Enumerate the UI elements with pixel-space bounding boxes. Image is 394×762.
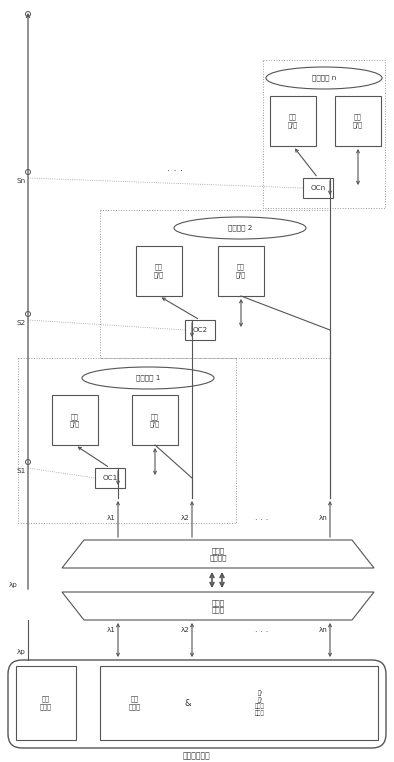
Bar: [52, 395, 98, 445]
Text: 信号
光/电: 信号 光/电: [236, 264, 246, 278]
Bar: [16, 666, 76, 740]
Text: Sn: Sn: [17, 178, 26, 184]
Text: λ1: λ1: [107, 627, 116, 633]
Text: S1: S1: [17, 468, 26, 474]
Text: λ1: λ1: [107, 515, 116, 521]
Bar: [218, 246, 264, 296]
Text: λp: λp: [9, 582, 18, 588]
Bar: [185, 320, 215, 340]
Text: . . .: . . .: [167, 163, 183, 173]
Ellipse shape: [266, 67, 382, 89]
Text: 信号
光/电: 信号 光/电: [353, 114, 363, 128]
Bar: [18, 358, 236, 523]
Bar: [270, 96, 316, 146]
Bar: [136, 246, 182, 296]
Bar: [100, 210, 330, 358]
Text: 能量
光/电: 能量 光/电: [70, 413, 80, 427]
Text: . . .: . . .: [255, 514, 269, 523]
Text: OC2: OC2: [192, 327, 208, 333]
Text: 信号
收发器: 信号 收发器: [129, 696, 141, 710]
Ellipse shape: [174, 217, 306, 239]
Bar: [132, 395, 178, 445]
Text: 能量
光/电: 能量 光/电: [288, 114, 298, 128]
Text: &: &: [185, 699, 191, 707]
Text: 监控本端中心: 监控本端中心: [183, 751, 211, 760]
Text: OCn: OCn: [310, 185, 325, 191]
Text: λn: λn: [319, 627, 328, 633]
Bar: [100, 666, 378, 740]
Polygon shape: [62, 592, 374, 620]
Text: λp: λp: [17, 649, 26, 655]
Polygon shape: [62, 540, 374, 568]
Text: 波长分
复用器: 波长分 复用器: [212, 599, 225, 613]
Text: 检测节点 2: 检测节点 2: [228, 225, 252, 232]
Text: λ2: λ2: [181, 515, 190, 521]
Text: 信号
光/电: 信号 光/电: [150, 413, 160, 427]
Text: 波长分
解复用器: 波长分 解复用器: [209, 547, 227, 561]
Text: 能量
光/电: 能量 光/电: [154, 264, 164, 278]
Text: S2: S2: [17, 320, 26, 326]
Text: λn: λn: [319, 515, 328, 521]
Ellipse shape: [82, 367, 214, 389]
FancyBboxPatch shape: [8, 660, 386, 748]
Bar: [263, 60, 385, 208]
Bar: [95, 468, 125, 488]
Bar: [335, 96, 381, 146]
Text: 光/
电/
光波长
转换器: 光/ 电/ 光波长 转换器: [255, 690, 265, 716]
Text: λ2: λ2: [181, 627, 190, 633]
Text: 检测节点 n: 检测节点 n: [312, 75, 336, 82]
Text: 能量
收发器: 能量 收发器: [40, 696, 52, 710]
Text: . . .: . . .: [255, 626, 269, 635]
Text: 检测节点 1: 检测节点 1: [136, 375, 160, 381]
Bar: [303, 178, 333, 198]
Text: OC1: OC1: [102, 475, 118, 481]
